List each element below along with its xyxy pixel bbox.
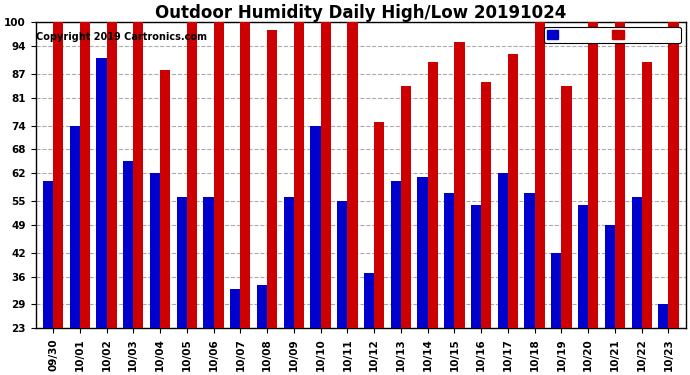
Bar (481, 82, 491, 328)
Bar (284, 197, 294, 328)
Bar (70, 126, 80, 328)
Bar (214, 22, 224, 328)
Bar (551, 253, 562, 328)
Title: Outdoor Humidity Daily High/Low 20191024: Outdoor Humidity Daily High/Low 20191024 (155, 4, 566, 22)
Bar (43, 181, 53, 328)
Bar (97, 58, 106, 328)
Bar (321, 22, 331, 328)
Bar (240, 22, 250, 328)
Bar (615, 22, 625, 328)
Legend: Low  (%), High  (%): Low (%), High (%) (544, 27, 681, 43)
Bar (310, 126, 321, 328)
Bar (658, 304, 669, 328)
Bar (106, 22, 117, 328)
Bar (562, 86, 571, 328)
Bar (177, 197, 187, 328)
Bar (204, 197, 214, 328)
Bar (267, 30, 277, 328)
Bar (401, 86, 411, 328)
Bar (374, 122, 384, 328)
Bar (444, 193, 455, 328)
Bar (347, 22, 357, 328)
Bar (257, 285, 267, 328)
Bar (337, 201, 347, 328)
Bar (631, 197, 642, 328)
Bar (160, 70, 170, 328)
Bar (187, 22, 197, 328)
Bar (642, 62, 652, 328)
Bar (669, 22, 678, 328)
Bar (428, 62, 437, 328)
Bar (578, 205, 588, 328)
Bar (497, 173, 508, 328)
Bar (230, 288, 240, 328)
Bar (133, 22, 144, 328)
Bar (294, 22, 304, 328)
Bar (417, 177, 428, 328)
Text: Copyright 2019 Cartronics.com: Copyright 2019 Cartronics.com (37, 32, 207, 42)
Bar (604, 225, 615, 328)
Bar (535, 22, 545, 328)
Bar (471, 205, 481, 328)
Bar (391, 181, 401, 328)
Bar (508, 54, 518, 328)
Bar (364, 273, 374, 328)
Bar (80, 22, 90, 328)
Bar (53, 22, 63, 328)
Bar (123, 161, 133, 328)
Bar (524, 193, 535, 328)
Bar (150, 173, 160, 328)
Bar (455, 42, 464, 328)
Bar (588, 22, 598, 328)
